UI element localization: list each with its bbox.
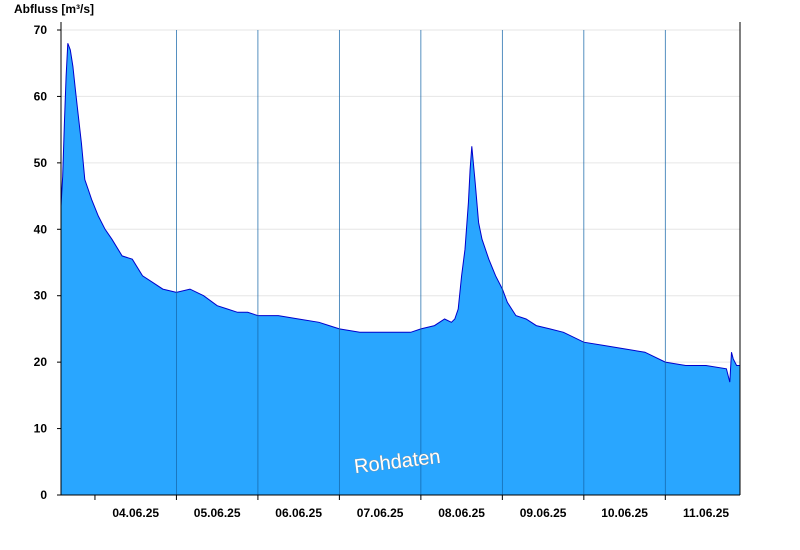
x-tick-label: 04.06.25	[112, 506, 159, 520]
y-tick-label: 70	[34, 23, 48, 37]
day-boundary-lines	[176, 30, 666, 495]
x-tick-label: 08.06.25	[438, 506, 485, 520]
x-axis-ticks: 04.06.25 05.06.25 06.06.25 07.06.25 08.06.25…	[94, 495, 729, 520]
x-tick-label: 10.06.25	[601, 506, 648, 520]
x-tick-label: 11.06.25	[683, 506, 729, 520]
x-tick-label: 09.06.25	[520, 506, 567, 520]
y-tick-label: 40	[34, 222, 48, 236]
y-tick-label: 30	[34, 289, 48, 303]
x-tick-label: 07.06.25	[357, 506, 404, 520]
x-tick-label: 05.06.25	[194, 506, 241, 520]
y-tick-label: 50	[34, 156, 48, 170]
y-axis-label: Abfluss [m³/s]	[14, 2, 94, 16]
axes	[60, 22, 741, 496]
discharge-line	[60, 43, 740, 383]
y-tick-label: 60	[34, 89, 48, 103]
x-tick-label: 06.06.25	[275, 506, 322, 520]
y-tick-label: 20	[34, 355, 48, 369]
y-tick-label: 0	[40, 488, 47, 502]
discharge-area	[61, 43, 740, 496]
y-axis-ticks: 0 10 20 30 40 50 60 70	[34, 23, 61, 502]
y-tick-label: 10	[34, 422, 48, 436]
